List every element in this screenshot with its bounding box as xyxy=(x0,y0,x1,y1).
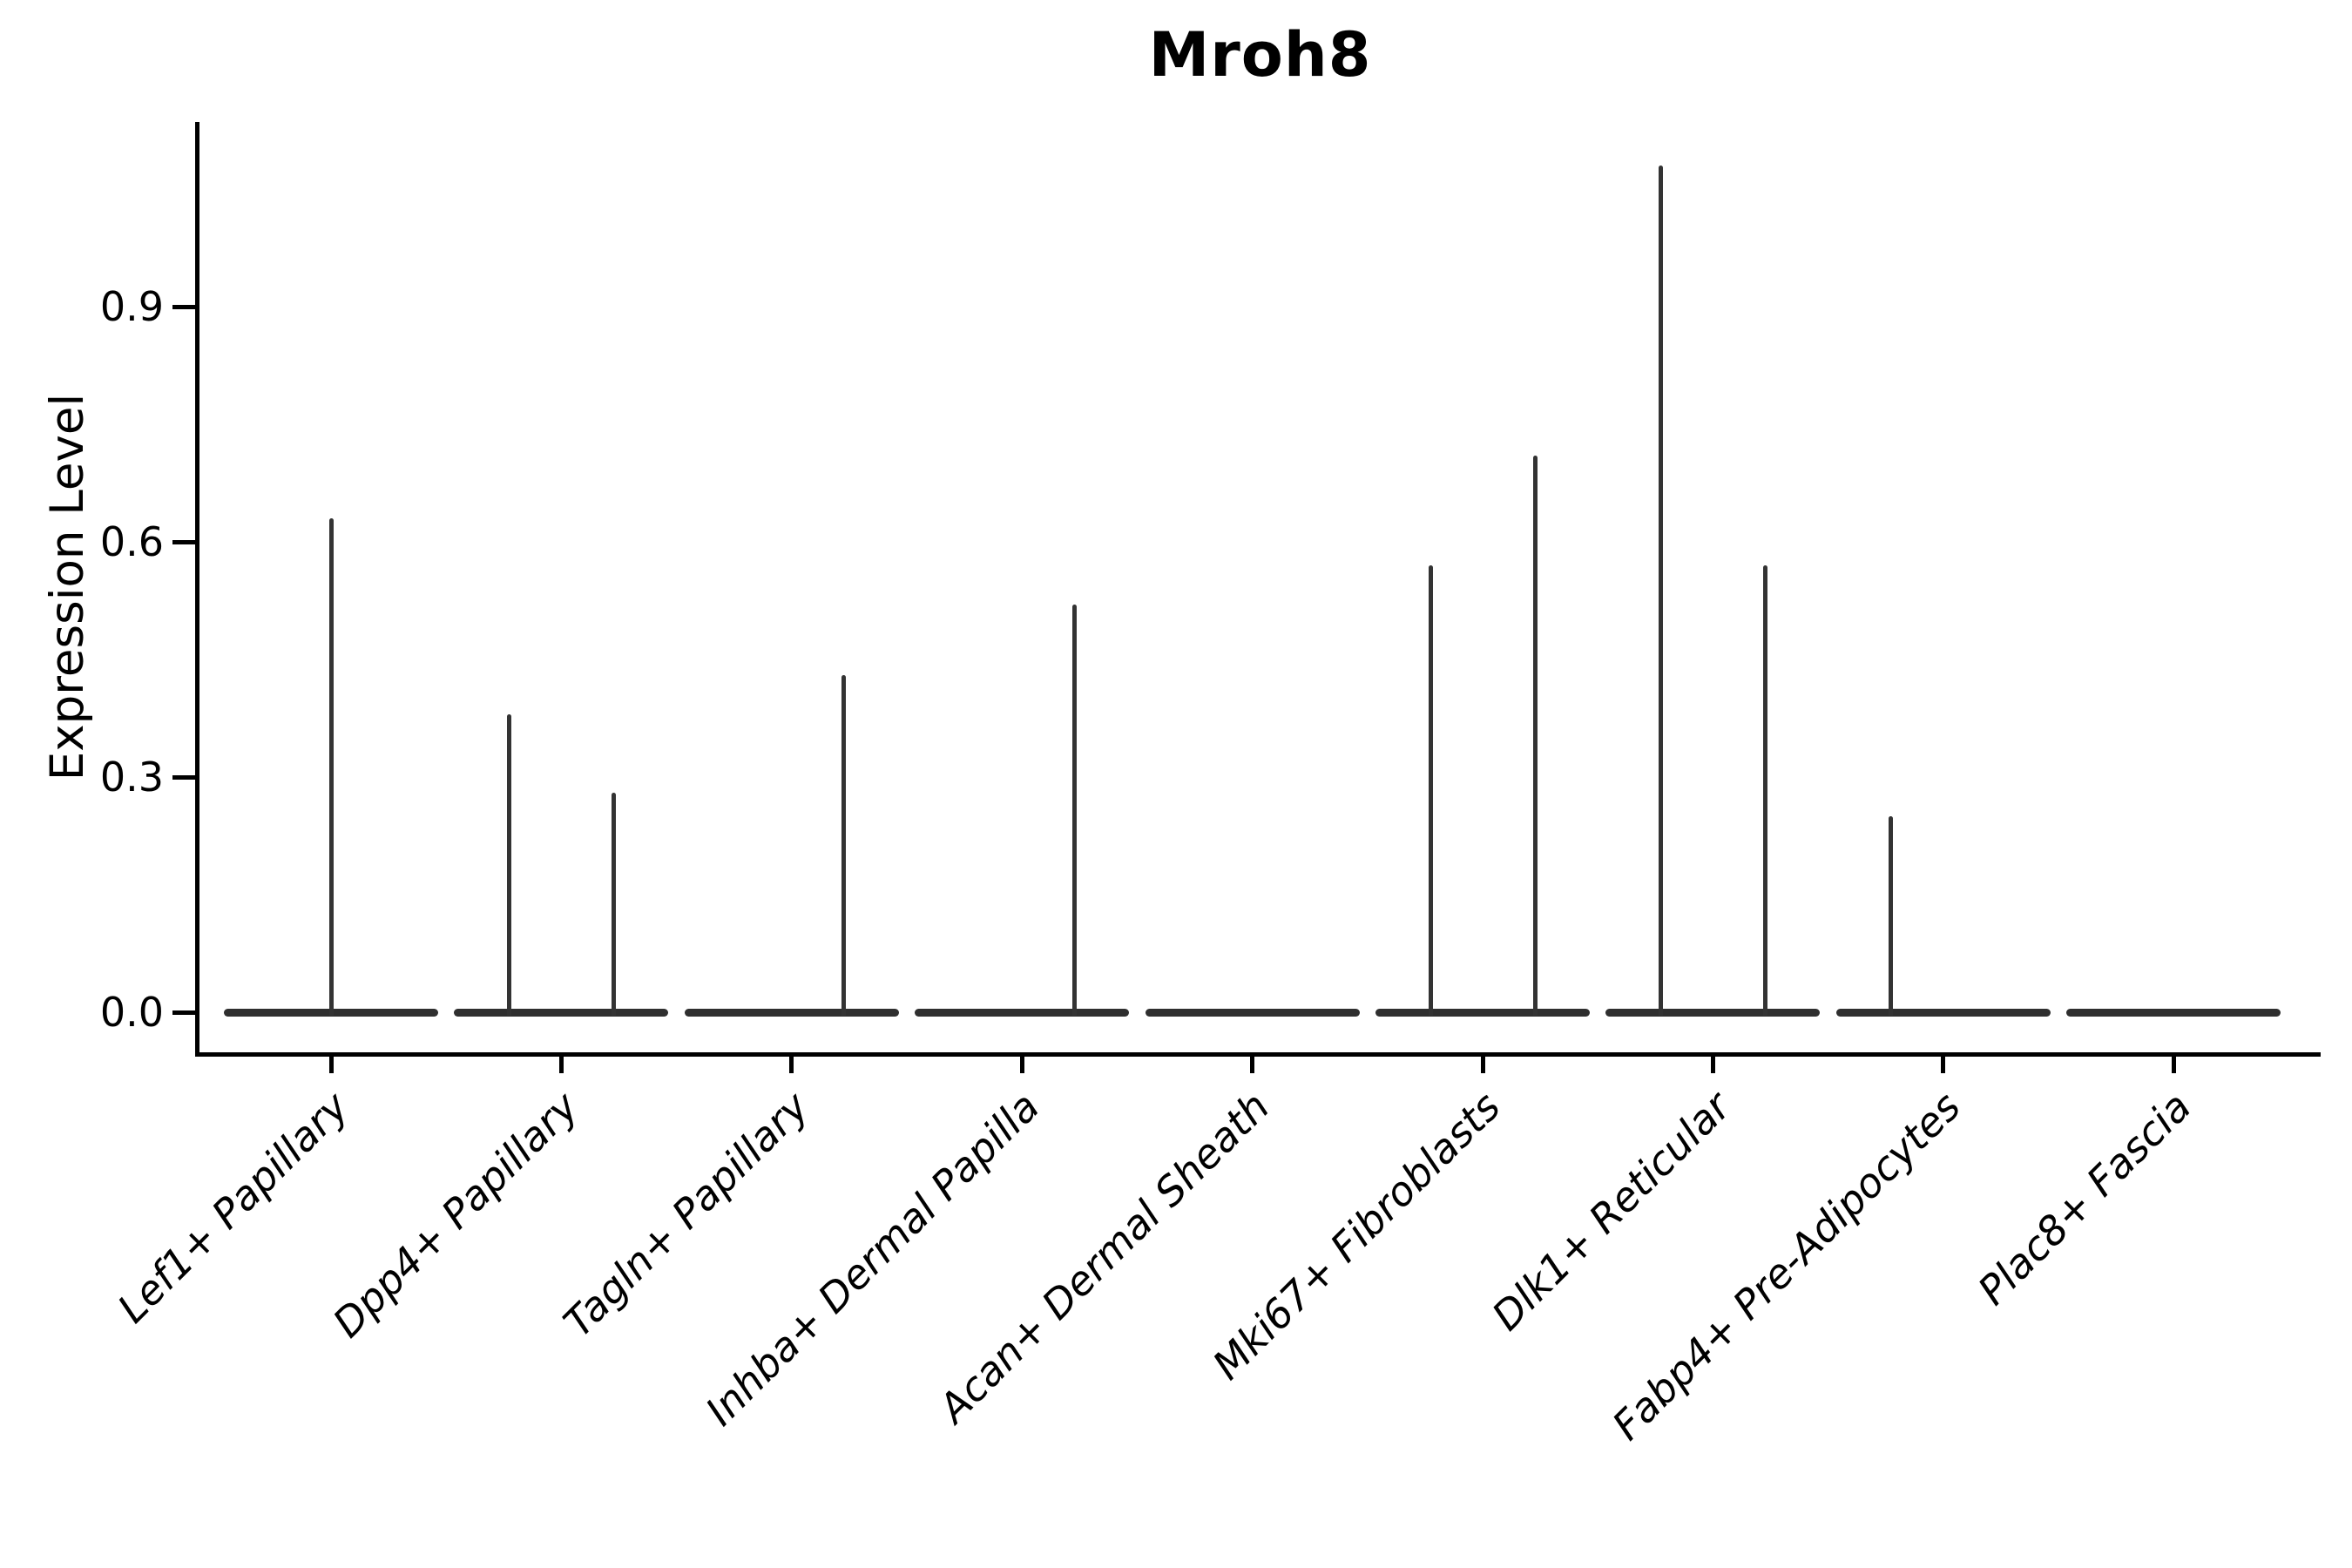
violin-spike-left xyxy=(506,714,511,1016)
x-tick xyxy=(1019,1057,1024,1073)
x-tick-label: Lef1+ Papillary xyxy=(108,1083,358,1332)
violin-baseline xyxy=(454,1008,669,1017)
chart-title: Mroh8 xyxy=(1148,19,1372,91)
x-tick xyxy=(2171,1057,2176,1073)
violin-baseline xyxy=(1375,1008,1590,1017)
violin-baseline xyxy=(1605,1008,1821,1017)
x-tick xyxy=(1941,1057,1946,1073)
y-tick-label: 0.3 xyxy=(99,754,164,801)
x-tick xyxy=(1480,1057,1485,1073)
violin-spike-left xyxy=(1889,816,1894,1016)
violin-spike-center xyxy=(328,518,334,1016)
y-tick xyxy=(172,1010,195,1015)
x-tick xyxy=(558,1057,564,1073)
violin-baseline xyxy=(684,1008,899,1017)
violin-spike-right xyxy=(611,793,616,1016)
x-tick xyxy=(1250,1057,1255,1073)
y-tick xyxy=(172,304,195,309)
violin-spike-left xyxy=(1658,166,1663,1016)
x-tick-label: Tagln+ Papillary xyxy=(554,1083,818,1347)
x-tick-label: Dpp4+ Papillary xyxy=(323,1083,588,1347)
violin-baseline xyxy=(1145,1008,1360,1017)
x-tick xyxy=(328,1057,334,1073)
y-axis-spine xyxy=(195,122,199,1057)
y-tick-label: 0.6 xyxy=(99,518,164,565)
y-tick-label: 0.0 xyxy=(99,989,164,1036)
x-tick-label: Dlk1+ Reticular xyxy=(1482,1083,1740,1340)
violin-spike-right xyxy=(1762,565,1767,1016)
violin-spike-right xyxy=(841,675,847,1016)
x-tick xyxy=(1710,1057,1715,1073)
y-tick xyxy=(172,539,195,544)
violin-baseline xyxy=(915,1008,1130,1017)
y-tick-label: 0.9 xyxy=(99,283,164,330)
violin-baseline xyxy=(2066,1008,2281,1017)
violin-spike-right xyxy=(1532,456,1538,1016)
violin-baseline xyxy=(1835,1008,2051,1017)
x-tick-label: Plac8+ Fascia xyxy=(1969,1083,2200,1315)
y-tick xyxy=(172,774,195,780)
x-tick xyxy=(789,1057,794,1073)
violin-spike-left xyxy=(1428,565,1433,1016)
x-axis-spine xyxy=(195,1052,2321,1057)
violin-spike-right xyxy=(1071,605,1077,1016)
